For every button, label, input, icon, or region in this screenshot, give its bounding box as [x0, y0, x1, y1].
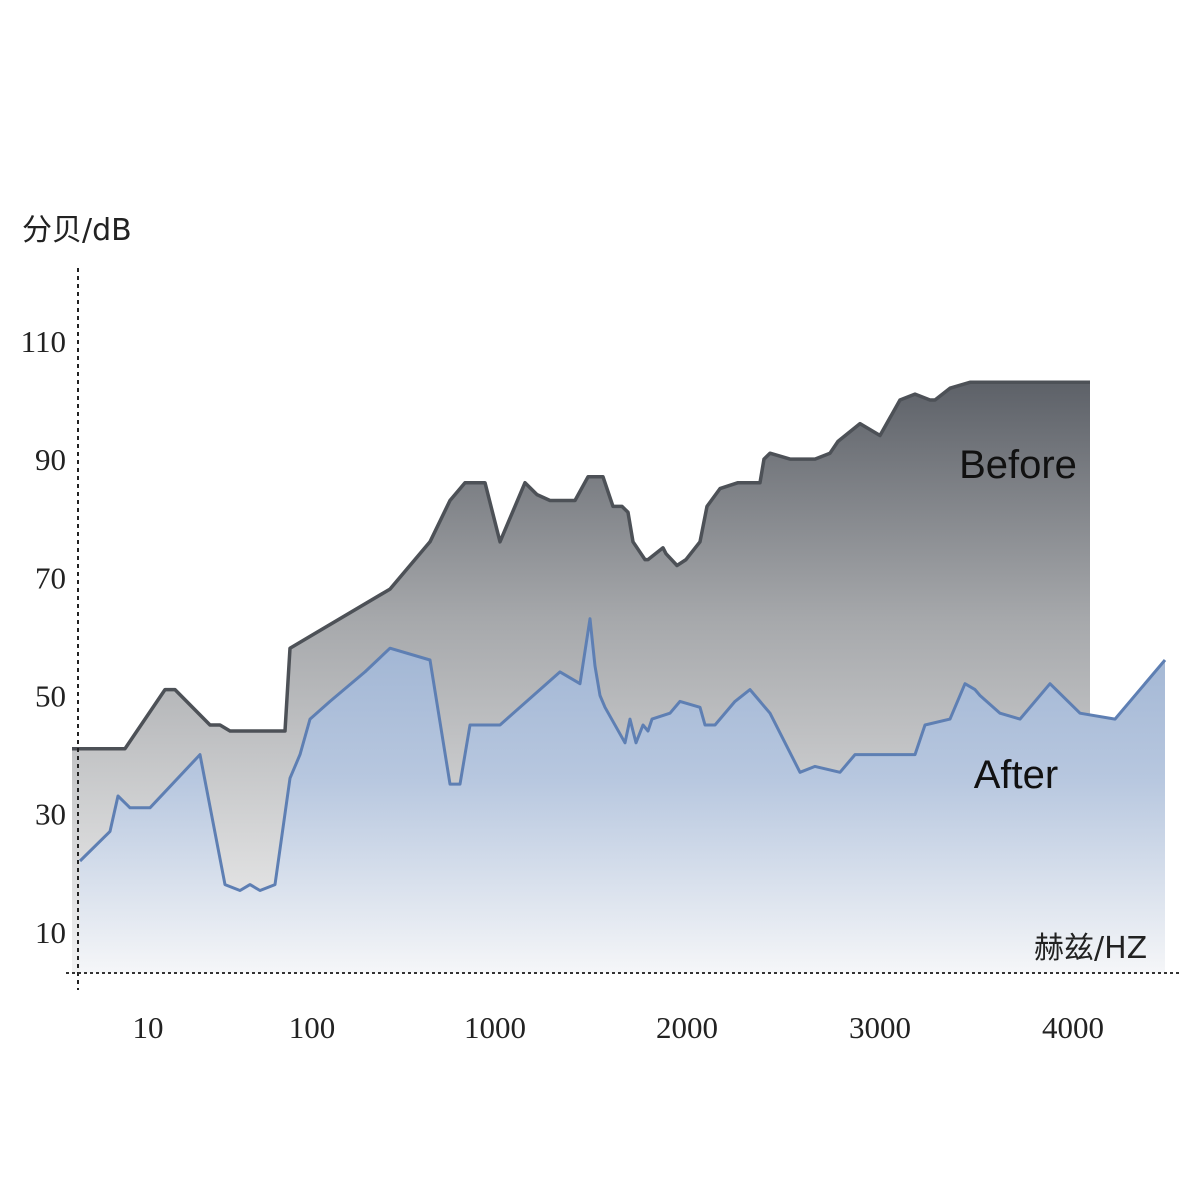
plot-area: Before After	[72, 380, 1167, 973]
y-tick-label: 90	[35, 442, 66, 477]
x-tick-label: 2000	[656, 1010, 718, 1045]
before-series-label: Before	[959, 443, 1077, 487]
y-tick-label: 10	[35, 915, 66, 950]
y-tick-label: 50	[35, 679, 66, 714]
x-tick-label: 10	[133, 1010, 164, 1045]
y-tick-labels: 110 90 70 50 30 10	[21, 324, 66, 950]
after-area-fill	[80, 618, 1165, 973]
before-series-line	[72, 380, 1090, 751]
y-tick-label: 30	[35, 797, 66, 832]
y-tick-label: 110	[21, 324, 66, 359]
y-tick-label: 70	[35, 560, 66, 595]
x-tick-label: 3000	[849, 1010, 911, 1045]
x-tick-labels: 10 100 1000 2000 3000 4000	[133, 1010, 1105, 1045]
x-axis-title: 赫兹/HZ	[1034, 931, 1147, 966]
x-tick-label: 4000	[1042, 1010, 1104, 1045]
x-tick-label: 100	[289, 1010, 336, 1045]
after-series-label: After	[974, 753, 1058, 797]
x-tick-label: 1000	[464, 1010, 526, 1045]
after-series-line	[78, 617, 1167, 892]
y-axis-title: 分贝/dB	[22, 213, 132, 248]
